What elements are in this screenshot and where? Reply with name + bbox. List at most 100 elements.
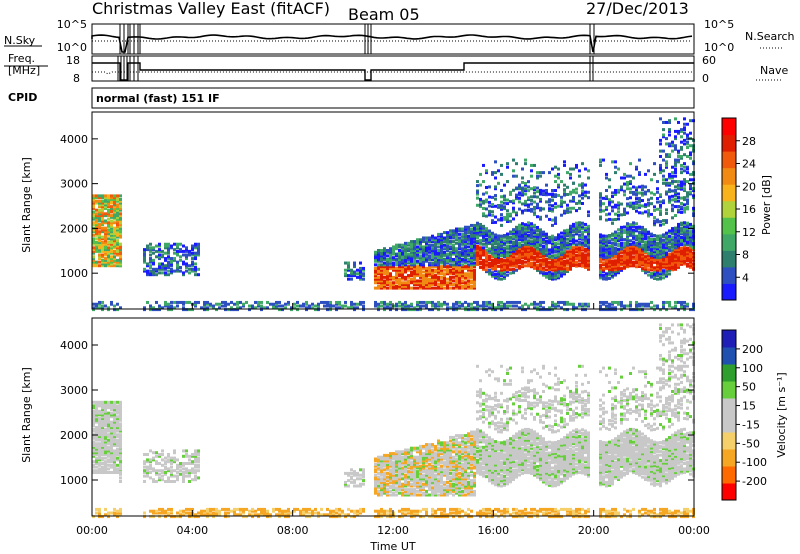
power-data-cell: [671, 257, 674, 261]
power-data-cell: [635, 200, 638, 204]
power-data-cell: [485, 304, 488, 308]
power-data-cell: [677, 235, 680, 239]
power-data-cell: [635, 308, 638, 312]
power-data-cell: [176, 249, 179, 253]
power-data-cell: [431, 279, 434, 283]
power-data-cell: [641, 308, 644, 312]
velocity-data-cell: [263, 507, 266, 511]
velocity-data-cell: [95, 460, 98, 464]
power-data-cell: [584, 228, 587, 232]
velocity-data-cell: [152, 509, 155, 513]
power-data-cell: [173, 258, 176, 262]
power-data-cell: [500, 241, 503, 245]
power-data-cell: [389, 247, 392, 251]
power-data-cell: [548, 255, 551, 259]
power-data-cell: [422, 249, 425, 253]
power-data-cell: [665, 120, 668, 124]
power-data-cell: [359, 302, 362, 306]
velocity-data-cell: [104, 424, 107, 428]
power-data-cell: [623, 229, 626, 233]
power-data-cell: [677, 246, 680, 250]
power-data-cell: [518, 306, 521, 310]
power-data-cell: [623, 193, 626, 197]
power-data-cell: [386, 266, 389, 270]
power-data-cell: [554, 238, 557, 242]
power-data-cell: [200, 306, 203, 310]
velocity-data-cell: [95, 465, 98, 469]
power-data-cell: [503, 217, 506, 221]
power-data-cell: [662, 251, 665, 255]
power-data-cell: [497, 205, 500, 209]
power-data-cell: [629, 251, 632, 255]
power-data-cell: [527, 260, 530, 264]
velocity-data-cell: [116, 449, 119, 453]
power-data-cell: [686, 205, 689, 209]
power-data-cell: [638, 225, 641, 229]
power-data-cell: [470, 223, 473, 227]
power-data-cell: [416, 252, 419, 256]
power-data-cell: [380, 284, 383, 288]
power-data-cell: [152, 258, 155, 262]
velocity-data-cell: [98, 431, 101, 435]
power-data-cell: [482, 228, 485, 232]
power-data-cell: [491, 251, 494, 255]
power-data-cell: [548, 308, 551, 312]
power-data-cell: [539, 235, 542, 239]
velocity-data-cell: [104, 438, 107, 442]
power-data-cell: [413, 249, 416, 253]
velocity-data-cell: [158, 478, 161, 482]
power-data-cell: [677, 265, 680, 269]
power-data-cell: [476, 239, 479, 243]
power-data-cell: [533, 191, 536, 195]
power-data-cell: [494, 237, 497, 241]
power-data-cell: [521, 191, 524, 195]
power-data-cell: [686, 246, 689, 250]
power-data-cell: [119, 249, 122, 253]
velocity-data-cell: [92, 440, 95, 444]
power-data-cell: [539, 171, 542, 175]
power-data-cell: [662, 306, 665, 310]
power-data-cell: [107, 214, 110, 218]
power-data-cell: [509, 248, 512, 252]
power-data-cell: [203, 304, 206, 308]
power-data-cell: [449, 236, 452, 240]
power-data-cell: [632, 246, 635, 250]
power-data-cell: [170, 260, 173, 264]
velocity-data-cell: [116, 440, 119, 444]
power-data-cell: [152, 246, 155, 250]
power-data-cell: [677, 231, 680, 235]
power-data-cell: [554, 180, 557, 184]
power-data-cell: [95, 194, 98, 198]
velocity-data-cell: [98, 409, 101, 413]
power-data-cell: [560, 300, 563, 304]
power-data-cell: [116, 208, 119, 212]
power-data-cell: [602, 239, 605, 243]
power-data-cell: [563, 268, 566, 272]
power-data-cell: [392, 245, 395, 249]
power-data-cell: [554, 189, 557, 193]
power-data-cell: [188, 300, 191, 304]
power-data-cell: [605, 254, 608, 258]
power-data-cell: [524, 233, 527, 237]
velocity-data-cell: [179, 465, 182, 469]
power-data-cell: [374, 286, 377, 290]
power-data-cell: [506, 257, 509, 261]
power-data-cell: [674, 251, 677, 255]
power-data-cell: [194, 300, 197, 304]
velocity-data-cell: [101, 447, 104, 451]
power-data-cell: [614, 190, 617, 194]
power-data-cell: [581, 308, 584, 312]
power-data-cell: [509, 304, 512, 308]
power-data-cell: [461, 229, 464, 233]
velocity-data-cell: [167, 513, 170, 517]
power-data-cell: [650, 255, 653, 259]
power-data-cell: [623, 189, 626, 193]
power-data-cell: [425, 240, 428, 244]
power-data-cell: [608, 259, 611, 263]
velocity-data-cell: [185, 462, 188, 465]
power-data-cell: [398, 261, 401, 265]
power-data-cell: [542, 232, 545, 236]
power-data-cell: [110, 248, 113, 252]
power-data-cell: [446, 257, 449, 261]
power-data-cell: [635, 250, 638, 254]
